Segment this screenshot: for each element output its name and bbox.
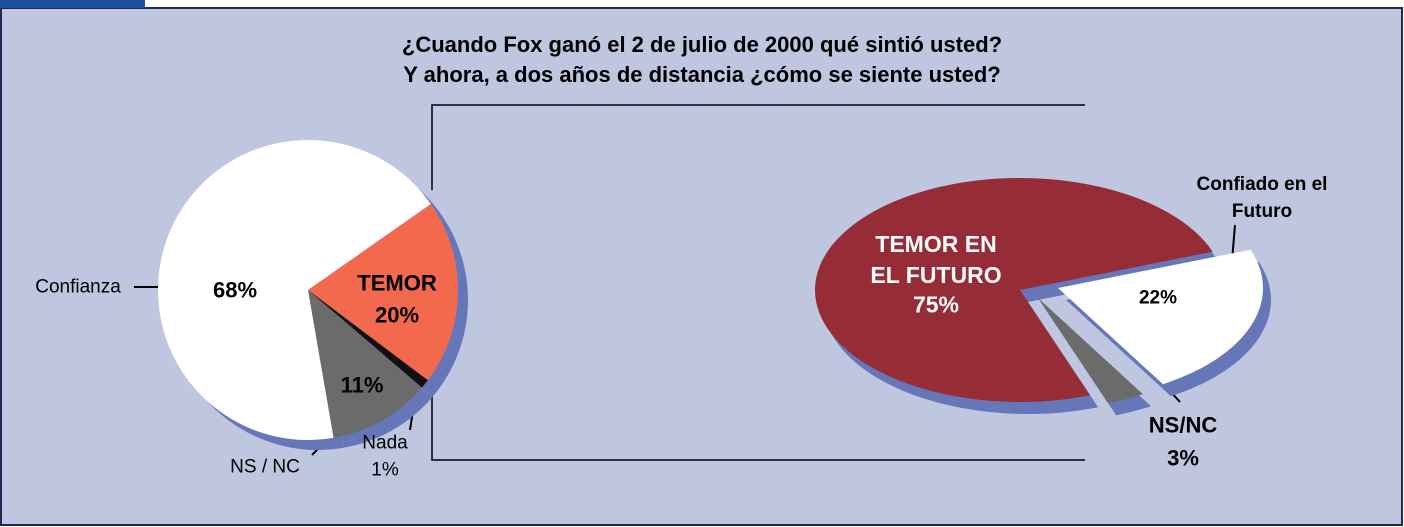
- slice: [1058, 249, 1263, 385]
- slice: [1038, 298, 1143, 404]
- pies: [157, 140, 1271, 450]
- label: NS / NC: [230, 456, 300, 478]
- slice: [308, 290, 428, 388]
- connector: [431, 104, 1085, 190]
- label: Nada: [362, 432, 408, 454]
- label: 75%: [912, 291, 960, 318]
- slice: [308, 290, 422, 438]
- slice: [157, 140, 431, 441]
- label: 68%: [212, 277, 258, 303]
- label: 11%: [340, 372, 384, 398]
- label: TEMOR EN EL FUTURO: [870, 231, 1002, 288]
- slice: [308, 203, 458, 381]
- label: NS/NC: [1148, 412, 1218, 438]
- connector: [431, 385, 1085, 461]
- title: ¿Cuando Fox ganó el 2 de julio de 2000 q…: [401, 32, 1003, 57]
- label: Confianza: [35, 276, 121, 298]
- label: Confiado en el Futuro: [1196, 174, 1328, 222]
- label: TEMOR: [357, 270, 437, 296]
- label: 22%: [1138, 287, 1178, 309]
- title: Y ahora, a dos años de distancia ¿cómo s…: [403, 62, 1001, 87]
- tab: [0, 0, 145, 8]
- label: 1%: [371, 459, 399, 481]
- label: 20%: [374, 302, 420, 328]
- label: 3%: [1167, 445, 1199, 471]
- slice: [815, 178, 1213, 402]
